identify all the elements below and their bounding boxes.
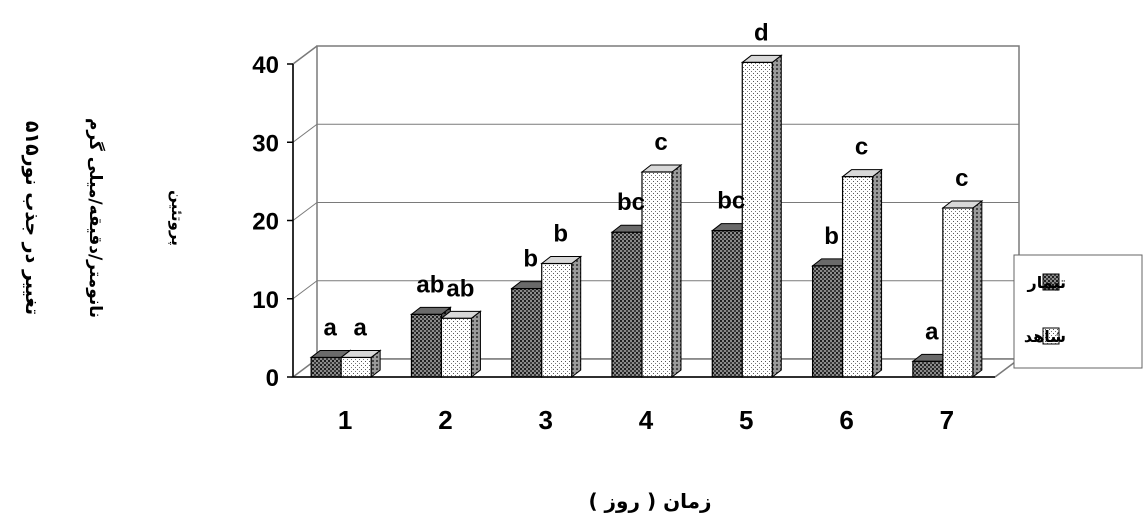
y-axis-title: تغییر در جذب نور۵۱۵ نانومتر/دقیقه/میلی گ…: [21, 118, 186, 318]
x-category-label: 2: [438, 405, 452, 435]
gridline-side: [292, 45, 318, 65]
x-axis-title: زمان ( روز ): [588, 489, 711, 513]
bar-control-day-5: [740, 54, 783, 379]
significance-letter: c: [955, 165, 968, 192]
bar-front-face: [811, 265, 844, 378]
bar-front-face: [440, 317, 473, 378]
bar-front-face: [711, 230, 743, 378]
y-axis-title-line-1: تغییر در جذب نور۵۱۵: [21, 121, 43, 315]
y-tick-label: 30: [252, 130, 279, 157]
bar-front-face: [511, 287, 543, 378]
bar-front-face: [912, 360, 944, 378]
bar-side-face: [671, 163, 682, 379]
legend-label-treatment: تیمار: [1027, 273, 1066, 292]
bar-side-face: [771, 54, 782, 379]
significance-letter: bc: [717, 188, 745, 215]
bar-front-face: [340, 356, 372, 378]
bars: [292, 54, 995, 379]
bar-front-face: [841, 176, 874, 378]
legend-swatch-control: [1042, 327, 1060, 345]
bar-control-day-1: [339, 349, 382, 379]
legend: تیمار شاهد: [1013, 254, 1143, 369]
gridline-side: [292, 280, 318, 300]
gridline-side: [292, 202, 318, 221]
x-category-label: 7: [940, 405, 954, 435]
bar-control-day-6: [841, 168, 884, 379]
bar-side-face: [571, 255, 582, 379]
bar-control-day-7: [941, 199, 984, 379]
significance-letter: b: [824, 223, 839, 250]
bar-side-face: [872, 168, 883, 379]
legend-box: [1013, 254, 1143, 369]
bar-front-face: [611, 231, 643, 378]
bar-front-face: [410, 313, 443, 378]
y-axis-title-line-3: پروتئین: [167, 190, 186, 246]
significance-letter: d: [754, 19, 769, 46]
gridline-side: [292, 123, 318, 143]
bar-front-face: [310, 356, 342, 378]
y-tick-label: 0: [266, 365, 279, 392]
bar-control-day-3: [540, 255, 583, 379]
x-category-label: 3: [538, 405, 552, 435]
significance-letter: b: [553, 221, 568, 248]
legend-swatch-treatment: [1042, 273, 1060, 291]
significance-letter: a: [323, 314, 337, 341]
y-tick-label: 40: [252, 52, 279, 79]
significance-letter: a: [925, 318, 939, 345]
significance-letter: ab: [446, 275, 474, 302]
significance-letter: c: [654, 129, 667, 156]
y-tick-label: 10: [252, 287, 279, 314]
bar-control-day-2: [439, 310, 482, 379]
significance-letter: a: [353, 314, 367, 341]
significance-letter: ab: [416, 271, 444, 298]
x-category-label: 1: [338, 405, 352, 435]
y-tick-labels: 0 10 20 30 40: [252, 52, 293, 392]
bar-side-face: [470, 310, 481, 379]
bar-front-face: [741, 61, 773, 378]
bar-front-face: [641, 171, 673, 378]
significance-letter: bc: [617, 189, 645, 216]
bar-front-face: [942, 207, 974, 378]
x-category-labels: 1 2 3 4 5 6 7: [338, 405, 954, 435]
significance-letter: b: [523, 246, 538, 273]
x-category-label: 5: [739, 405, 753, 435]
legend-label-control: شاهد: [1024, 327, 1066, 346]
y-axis-title-line-2: نانومتر/دقیقه/میلی گرم: [85, 118, 106, 318]
bar-control-day-4: [640, 163, 683, 379]
x-category-label: 4: [639, 405, 654, 435]
bar-front-face: [541, 262, 573, 378]
y-tick-label: 20: [252, 209, 279, 236]
significance-letter: c: [855, 134, 868, 161]
x-category-label: 6: [839, 405, 853, 435]
bar-side-face: [972, 199, 983, 379]
